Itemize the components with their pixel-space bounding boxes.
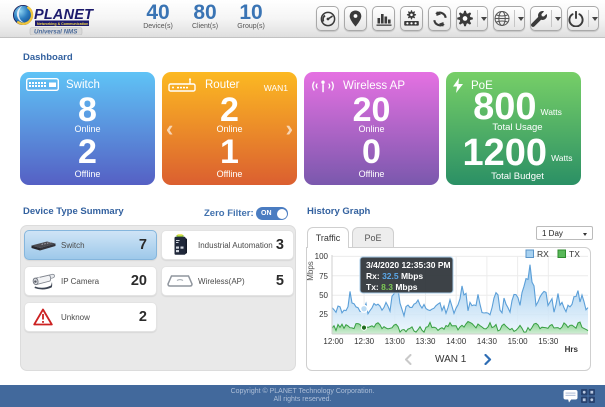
svg-text:14:30: 14:30 (477, 337, 498, 346)
svg-text:3/4/2020 12:35:30 PM: 3/4/2020 12:35:30 PM (366, 260, 451, 270)
svg-text:Hrs: Hrs (565, 345, 579, 354)
svg-text:15:00: 15:00 (508, 337, 529, 346)
svg-text:Universal NMS: Universal NMS (34, 28, 78, 35)
svg-text:RX: RX (537, 249, 549, 259)
svg-text:15:30: 15:30 (538, 337, 559, 346)
svg-text:14:00: 14:00 (446, 337, 467, 346)
svg-text:50: 50 (319, 291, 328, 300)
svg-text:25: 25 (319, 310, 328, 319)
svg-text:12:30: 12:30 (354, 337, 375, 346)
svg-text:Tx: 8.3 Mbps: Tx: 8.3 Mbps (366, 282, 418, 292)
svg-text:Networking & Communication: Networking & Communication (37, 22, 88, 26)
svg-text:Rx: 32.5 Mbps: Rx: 32.5 Mbps (366, 271, 423, 281)
svg-text:PLANET: PLANET (34, 7, 94, 23)
svg-text:Mbps: Mbps (306, 261, 315, 281)
svg-text:13:30: 13:30 (415, 337, 436, 346)
svg-text:12:00: 12:00 (323, 337, 344, 346)
svg-text:TX: TX (569, 249, 580, 259)
svg-text:75: 75 (319, 272, 328, 281)
svg-text:13:00: 13:00 (385, 337, 406, 346)
svg-text:100: 100 (315, 252, 329, 261)
